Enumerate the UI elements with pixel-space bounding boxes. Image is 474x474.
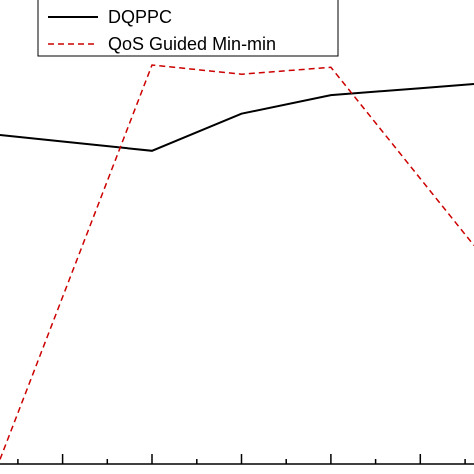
series-line-qos-guided-min-min	[0, 64, 474, 460]
legend-label-qos-guided-min-min: QoS Guided Min-min	[108, 34, 276, 54]
x-axis-ticks	[17, 454, 466, 464]
legend-box	[37, 0, 339, 57]
legend-label-dqppc: DQPPC	[108, 7, 172, 27]
legend: DQPPC QoS Guided Min-min	[37, 0, 339, 57]
series-line-dqppc	[0, 83, 474, 152]
plot-area	[0, 64, 474, 460]
